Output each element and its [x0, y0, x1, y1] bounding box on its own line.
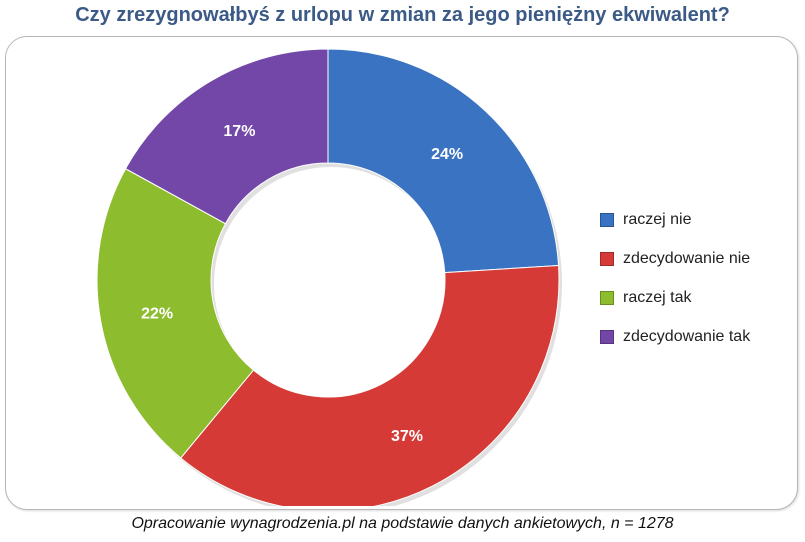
donut-slice-raczej-nie	[327, 48, 560, 274]
legend-swatch	[600, 329, 614, 344]
chart-legend: raczej nie zdecydowanie nie raczej tak zdec…	[600, 200, 750, 356]
legend-item: zdecydowanie tak	[600, 317, 750, 356]
donut-slice-zdecydowanie-tak	[124, 48, 329, 225]
legend-label: raczej tak	[623, 288, 692, 306]
source-footnote: Opracowanie wynagrodzenia.pl na podstawi…	[131, 515, 674, 532]
donut-slice-raczej-tak	[96, 168, 255, 459]
slice-label-zdecydowanie-tak: 17%	[223, 123, 255, 140]
legend-item: zdecydowanie nie	[600, 239, 750, 278]
legend-item: raczej tak	[600, 278, 750, 317]
legend-item: raczej nie	[600, 200, 750, 239]
legend-label: raczej nie	[623, 210, 692, 228]
slice-label-raczej-tak: 22%	[141, 306, 173, 323]
donut-chart: 24% 37% 22% 17%	[96, 48, 562, 506]
slice-label-zdecydowanie-nie: 37%	[391, 428, 423, 445]
legend-label: zdecydowanie tak	[623, 327, 751, 345]
legend-swatch	[600, 290, 614, 305]
donut-slice-zdecydowanie-nie	[180, 264, 560, 506]
slice-label-raczej-nie: 24%	[431, 146, 463, 163]
legend-swatch	[600, 251, 614, 266]
chart-title: Czy zrezygnowałbyś z urlopu w zmian za j…	[75, 4, 730, 26]
legend-swatch	[600, 212, 614, 227]
legend-label: zdecydowanie nie	[623, 249, 751, 267]
